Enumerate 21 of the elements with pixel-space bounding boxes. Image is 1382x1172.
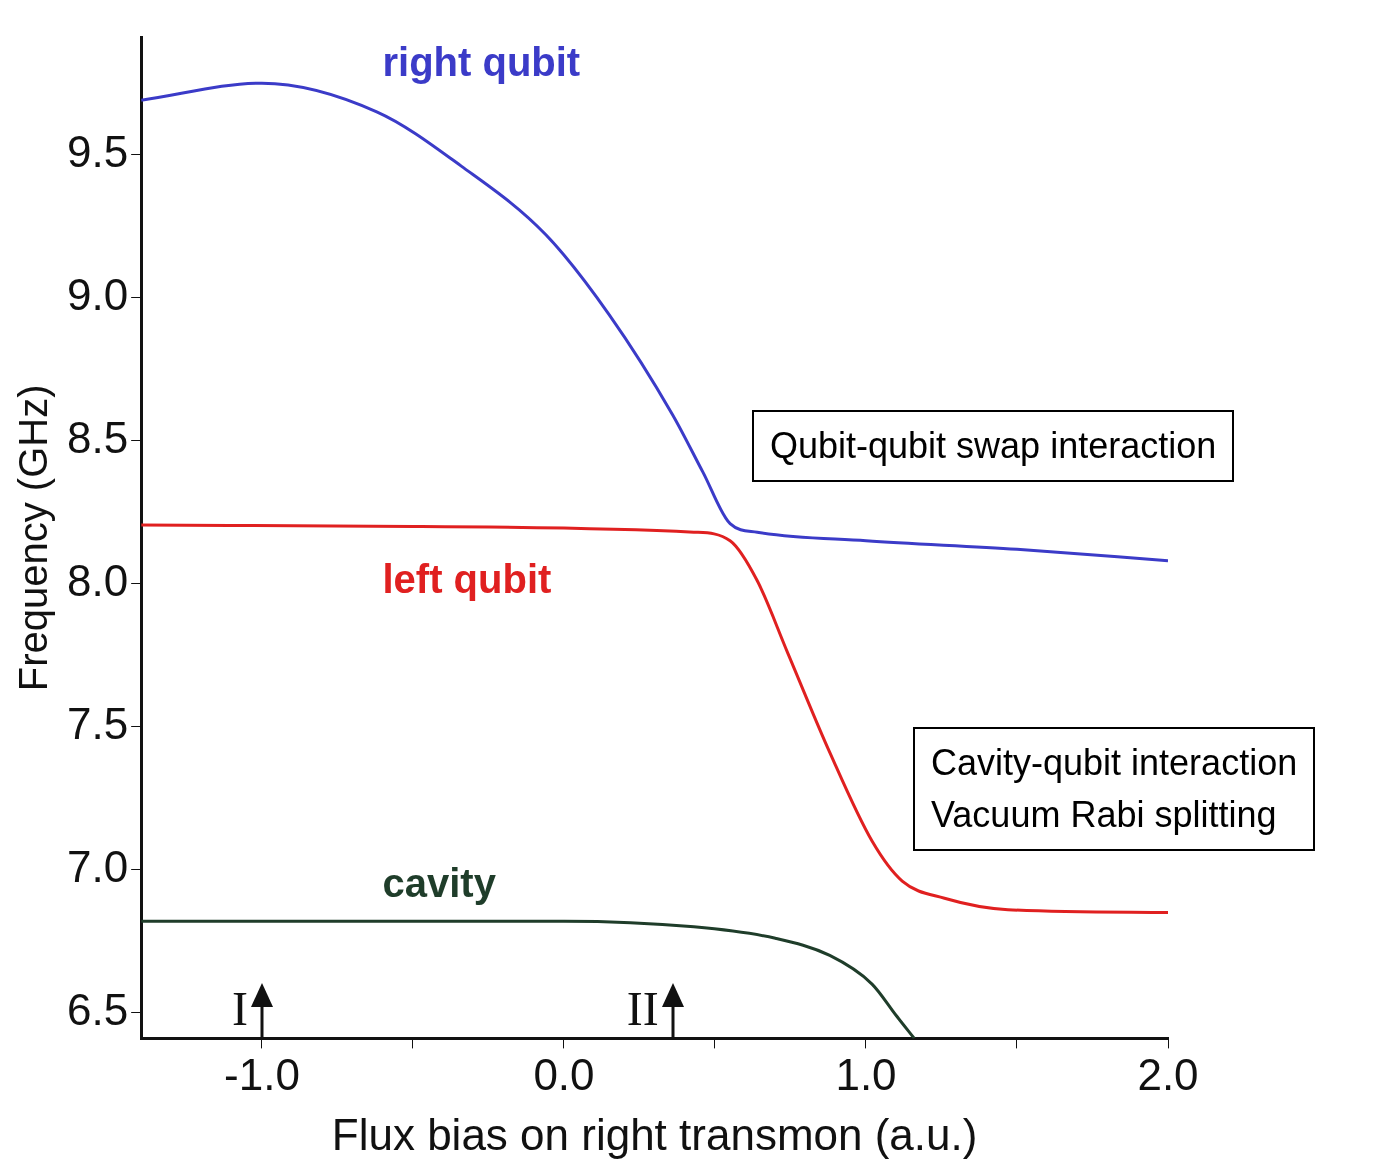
x-tick-label: 2.0 [1137,1049,1199,1099]
series-label: left qubit [382,557,552,602]
annotation: Cavity-qubit interaction Vacuum Rabi splitting [913,727,1316,851]
y-axis-title: Frequency (GHz) [11,384,56,692]
y-tick-label: 9.5 [66,126,129,176]
annotation: II [625,980,659,1036]
series-label: right qubit [382,40,581,85]
y-tick-label: 8.0 [66,555,129,605]
x-tick-label: 1.0 [835,1049,897,1099]
line-series [141,919,916,1039]
annotation: Qubit-qubit swap interaction [752,410,1235,482]
x-axis-title: Flux bias on right transmon (a.u.) [331,1109,978,1159]
x-tick-label: 0.0 [533,1049,595,1099]
y-tick-label: 9.0 [66,269,129,319]
y-tick-label: 7.0 [66,841,129,891]
y-tick-label: 7.5 [66,698,129,748]
series-label: cavity [382,861,497,906]
x-tick-label: -1.0 [224,1049,300,1099]
y-tick-label: 8.5 [66,412,129,462]
y-tick-label: 6.5 [66,984,129,1034]
annotation: I [231,980,248,1036]
